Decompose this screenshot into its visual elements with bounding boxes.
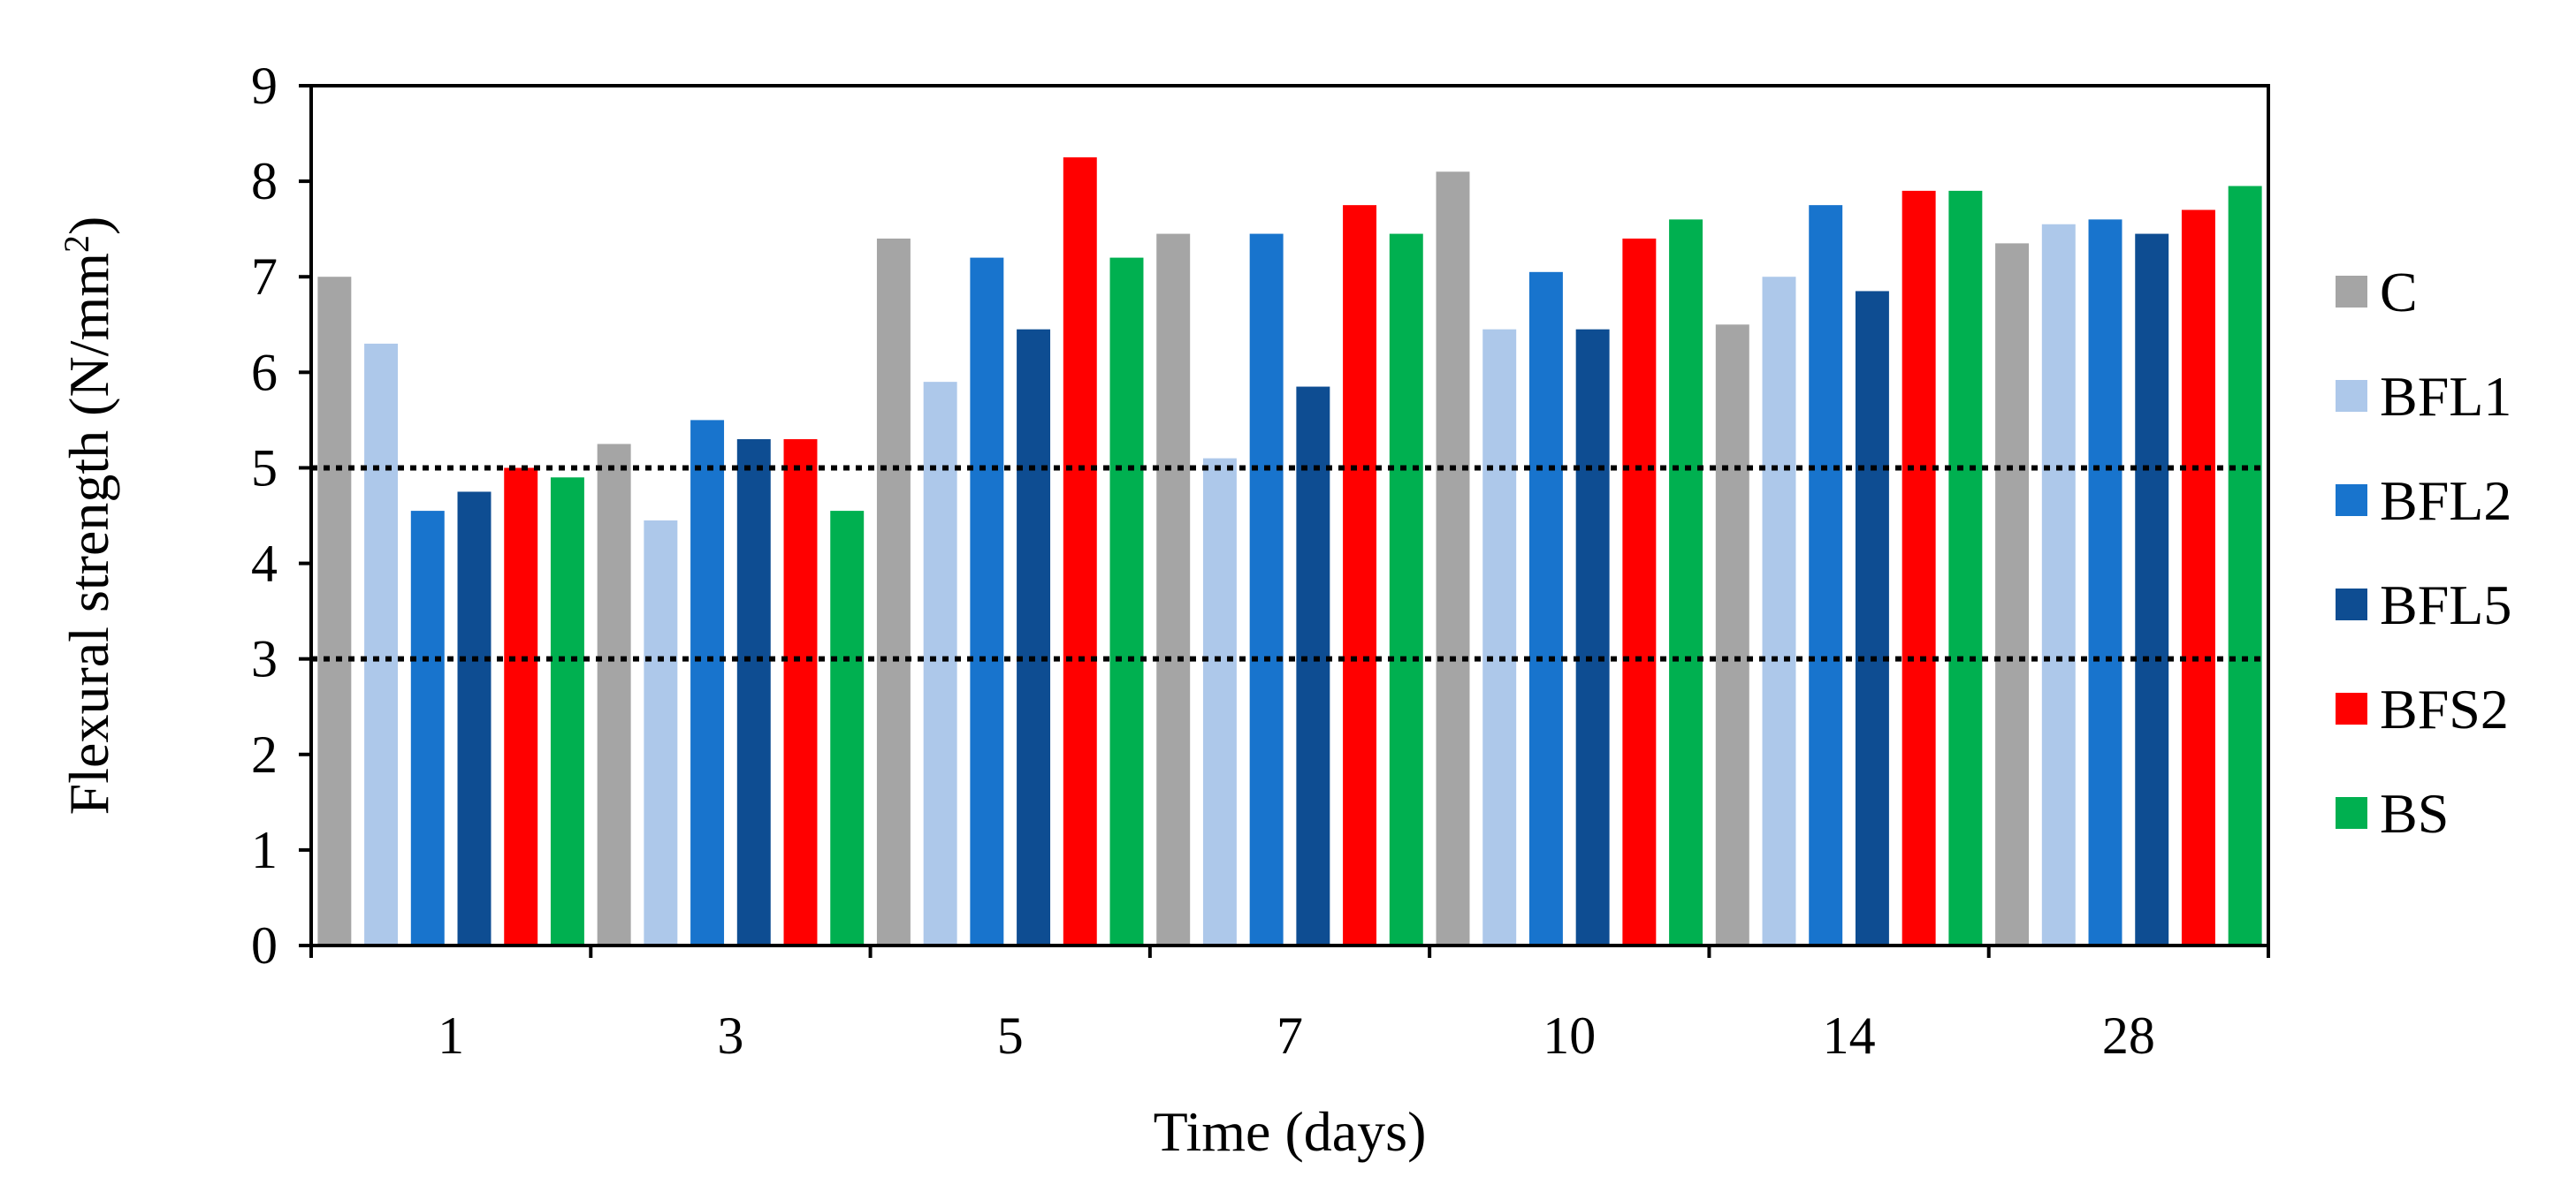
legend-label-bfl5: BFL5 — [2380, 573, 2511, 636]
bar-c-day-7 — [1156, 233, 1191, 946]
bar-c-day-5 — [876, 238, 911, 946]
bar-bfl2-day-10 — [1528, 271, 1563, 946]
x-tick-label-7: 7 — [1277, 1006, 1303, 1065]
x-tick-label-5: 5 — [997, 1006, 1024, 1065]
x-axis-title: Time (days) — [1154, 1100, 1427, 1163]
legend-swatch-bfl5 — [2336, 589, 2367, 620]
bar-c-day-3 — [597, 444, 631, 946]
legend-swatch-bfs2 — [2336, 693, 2367, 725]
bar-bfl5-day-14 — [1855, 291, 1889, 946]
bar-bfl1-day-28 — [2041, 224, 2076, 946]
bar-bs-day-14 — [1948, 190, 1983, 946]
bar-c-day-10 — [1436, 171, 1470, 946]
bar-bs-day-28 — [2228, 186, 2262, 946]
y-tick-label-7: 7 — [251, 247, 278, 306]
bar-bfs2-day-3 — [783, 439, 818, 946]
bar-bfl2-day-1 — [410, 511, 445, 946]
bar-c-day-1 — [317, 277, 352, 946]
legend-swatch-bfl1 — [2336, 380, 2367, 412]
bar-bfs2-day-1 — [504, 467, 538, 946]
bars-layer — [317, 157, 2262, 946]
reference-lines — [311, 465, 2268, 662]
bar-bfl5-day-3 — [736, 439, 771, 946]
bar-bfl2-day-7 — [1249, 233, 1284, 946]
bar-bfs2-day-5 — [1063, 157, 1097, 946]
bar-bs-day-10 — [1669, 219, 1703, 946]
legend-label-bs: BS — [2380, 782, 2449, 845]
bar-bfl1-day-1 — [364, 343, 399, 946]
bar-bfs2-day-10 — [1622, 238, 1657, 946]
bar-c-day-28 — [1995, 243, 2030, 946]
y-tick-label-9: 9 — [251, 57, 278, 115]
x-tick-label-28: 28 — [2102, 1006, 2155, 1065]
bar-bfl2-day-3 — [690, 420, 725, 946]
legend-label-bfs2: BFS2 — [2380, 678, 2509, 741]
y-tick-label-5: 5 — [251, 438, 278, 497]
bar-bfl2-day-5 — [970, 257, 1004, 946]
bar-bfl5-day-5 — [1017, 329, 1051, 946]
y-tick-label-8: 8 — [251, 152, 278, 210]
x-tick-label-3: 3 — [717, 1006, 743, 1065]
y-axis-ticks: 0 1 2 3 4 5 6 7 8 9 — [251, 57, 311, 975]
y-tick-label-1: 1 — [251, 821, 278, 879]
bar-bfl1-day-10 — [1482, 329, 1517, 946]
x-tick-label-14: 14 — [1823, 1006, 1876, 1065]
bar-bs-day-1 — [550, 477, 584, 946]
y-axis-title: Flexural strength (N/mm2) — [57, 216, 121, 816]
legend-label-bfl1: BFL1 — [2380, 365, 2511, 428]
bar-bs-day-3 — [830, 511, 865, 946]
y-axis-title-main: Flexural strength (N/mm — [57, 253, 120, 815]
bar-bs-day-7 — [1389, 233, 1423, 946]
bar-bfl5-day-28 — [2135, 233, 2169, 946]
bar-bfl1-day-7 — [1202, 458, 1237, 946]
y-axis-title-superscript: 2 — [57, 235, 96, 253]
plot-frame — [309, 84, 2270, 947]
bar-bfs2-day-28 — [2181, 209, 2215, 946]
bar-bfl1-day-5 — [923, 382, 957, 946]
bar-c-day-14 — [1715, 324, 1749, 946]
bar-bfl1-day-14 — [1762, 277, 1796, 946]
bar-bfl2-day-14 — [1809, 205, 1843, 946]
y-tick-label-6: 6 — [251, 343, 278, 401]
legend: C BFL1 BFL2 BFL5 BFS2 BS — [2336, 261, 2511, 845]
legend-label-c: C — [2380, 261, 2418, 323]
legend-swatch-c — [2336, 276, 2367, 308]
bar-bfs2-day-14 — [1902, 190, 1936, 946]
bar-bfs2-day-7 — [1343, 205, 1377, 946]
y-tick-label-2: 2 — [251, 725, 278, 784]
x-axis-ticks: 1 3 5 7 10 14 28 — [309, 946, 2270, 1065]
bar-bfl2-day-28 — [2088, 219, 2123, 946]
y-tick-label-0: 0 — [251, 916, 278, 975]
x-tick-label-1: 1 — [438, 1006, 464, 1065]
bar-bfl5-day-7 — [1296, 386, 1330, 946]
x-tick-label-10: 10 — [1543, 1006, 1596, 1065]
bar-bfl5-day-1 — [457, 491, 492, 946]
y-tick-label-4: 4 — [251, 535, 278, 593]
bar-bfl5-day-10 — [1575, 329, 1610, 946]
y-tick-label-3: 3 — [251, 630, 278, 688]
legend-swatch-bfl2 — [2336, 484, 2367, 516]
bar-bfl1-day-3 — [644, 520, 678, 946]
legend-label-bfl2: BFL2 — [2380, 469, 2511, 532]
y-axis-title-close: ) — [57, 216, 120, 235]
legend-swatch-bs — [2336, 797, 2367, 829]
bar-bs-day-5 — [1109, 257, 1144, 946]
